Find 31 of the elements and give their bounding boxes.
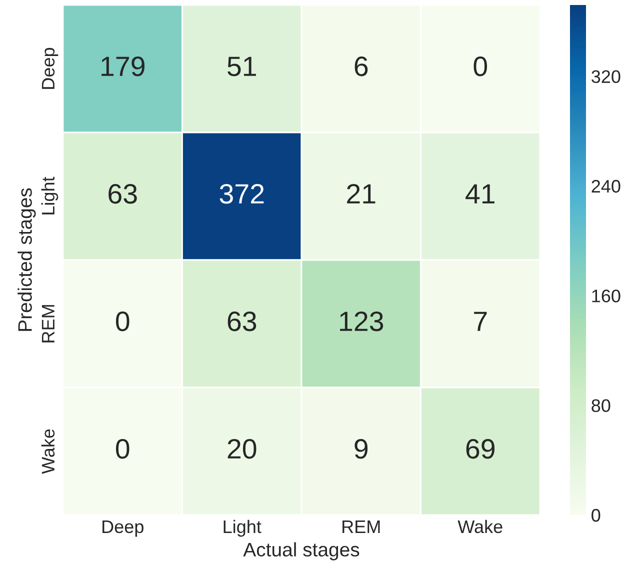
data-label: 123 bbox=[340, 312, 384, 332]
color-bar-label: 240 bbox=[592, 180, 620, 193]
y-tick-label: Wake bbox=[41, 429, 55, 474]
color-bar-label: 160 bbox=[592, 290, 620, 302]
color-bar-label: 0 bbox=[592, 508, 600, 522]
data-label: 69 bbox=[466, 439, 495, 459]
data-label: 6 bbox=[354, 56, 368, 76]
y-tick-label: Light bbox=[41, 176, 58, 214]
data-label: 63 bbox=[108, 184, 137, 204]
y-axis-title: Predicted stages bbox=[18, 188, 36, 331]
data-label: 7 bbox=[474, 312, 487, 331]
y-tick-label: REM bbox=[42, 305, 54, 342]
data-label: 21 bbox=[347, 184, 376, 204]
x-tick-label: Light bbox=[224, 520, 262, 537]
color-bar-label: 80 bbox=[592, 399, 610, 412]
data-label: 0 bbox=[116, 312, 130, 332]
data-label: 179 bbox=[102, 56, 144, 76]
data-label: 0 bbox=[116, 439, 130, 459]
x-tick-label: Deep bbox=[102, 520, 144, 537]
x-tick-label: REM bbox=[342, 520, 380, 533]
data-label: 372 bbox=[220, 184, 264, 204]
data-label: 41 bbox=[466, 184, 494, 204]
x-axis-title: Actual stages bbox=[243, 542, 360, 560]
data-label: 0 bbox=[474, 56, 488, 76]
y-tick-label: Deep bbox=[42, 48, 58, 89]
data-label: 20 bbox=[228, 439, 256, 459]
data-label: 63 bbox=[228, 312, 256, 332]
data-label: 51 bbox=[228, 56, 256, 76]
data-label: 9 bbox=[354, 439, 368, 459]
color-bar-label: 320 bbox=[592, 70, 620, 84]
x-tick-label: Wake bbox=[458, 520, 502, 534]
